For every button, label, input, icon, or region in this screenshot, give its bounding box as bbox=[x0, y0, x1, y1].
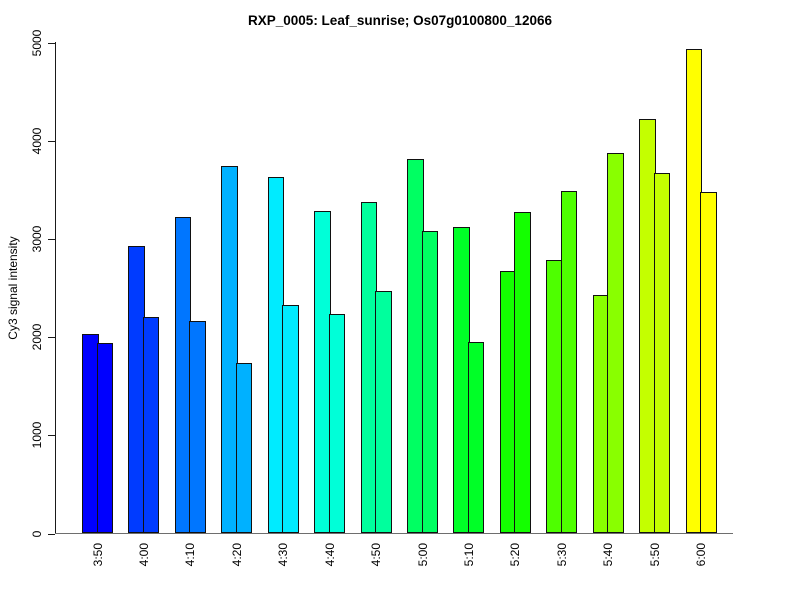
x-axis-tick-label: 4:30 bbox=[276, 543, 291, 567]
x-axis-tick-label: 4:00 bbox=[136, 543, 151, 567]
bar-4:50-bar-2 bbox=[375, 290, 392, 534]
bar-5:30-bar-2 bbox=[560, 190, 578, 534]
chart-title: RXP_0005: Leaf_sunrise; Os07g0100800_120… bbox=[248, 13, 552, 28]
bar-5:20-bar-2 bbox=[514, 212, 531, 534]
bar-4:00-bar-2 bbox=[142, 317, 160, 534]
bar-5:00-bar-2 bbox=[421, 231, 438, 534]
bar-4:40-bar-2 bbox=[328, 313, 346, 534]
x-axis-baseline bbox=[55, 533, 733, 534]
bar-3:50-bar-2 bbox=[96, 342, 113, 534]
x-axis-tick-label: 4:20 bbox=[229, 543, 244, 567]
x-axis-tick-label: 5:30 bbox=[554, 543, 569, 567]
y-axis-tick-label: 2000 bbox=[30, 323, 44, 351]
x-axis-tick-label: 5:00 bbox=[415, 543, 430, 567]
x-axis-tick-label: 4:50 bbox=[369, 543, 384, 567]
bar-5:40-bar-2 bbox=[607, 153, 624, 534]
bar-4:20-bar-1 bbox=[221, 166, 238, 534]
x-axis-tick-label: 5:40 bbox=[601, 543, 616, 567]
bar-5:10-bar-2 bbox=[467, 342, 485, 534]
y-axis-tick bbox=[48, 238, 55, 240]
y-axis-tick bbox=[48, 337, 55, 339]
x-axis-tick-label: 5:10 bbox=[461, 543, 476, 567]
y-axis-tick bbox=[48, 140, 55, 142]
bar-4:10-bar-2 bbox=[189, 321, 206, 534]
y-axis-tick bbox=[48, 533, 55, 535]
y-axis-tick-label: 1000 bbox=[30, 421, 44, 449]
bar-5:50-bar-2 bbox=[653, 173, 671, 534]
x-axis-tick-label: 5:20 bbox=[508, 543, 523, 567]
y-axis-tick bbox=[48, 435, 55, 437]
y-axis-tick-label: 3000 bbox=[30, 225, 44, 253]
x-axis-tick-label: 6:00 bbox=[694, 543, 709, 567]
y-axis-title: Cy3 signal intensity bbox=[6, 236, 20, 340]
y-axis-tick bbox=[48, 42, 55, 44]
x-axis-tick-label: 4:10 bbox=[183, 543, 198, 567]
y-axis-tick-label: 5000 bbox=[30, 29, 44, 56]
bar-4:20-bar-2 bbox=[235, 362, 253, 534]
bar-4:30-bar-2 bbox=[282, 304, 299, 534]
x-axis-tick-label: 3:50 bbox=[90, 543, 105, 567]
x-axis-tick-label: 5:50 bbox=[647, 543, 662, 567]
y-axis-line bbox=[55, 42, 56, 534]
bar-6:00-bar-2 bbox=[700, 191, 717, 534]
x-axis-tick-label: 4:40 bbox=[322, 543, 337, 567]
y-axis-tick-label: 0 bbox=[30, 530, 44, 537]
y-axis-tick-label: 4000 bbox=[30, 127, 44, 155]
